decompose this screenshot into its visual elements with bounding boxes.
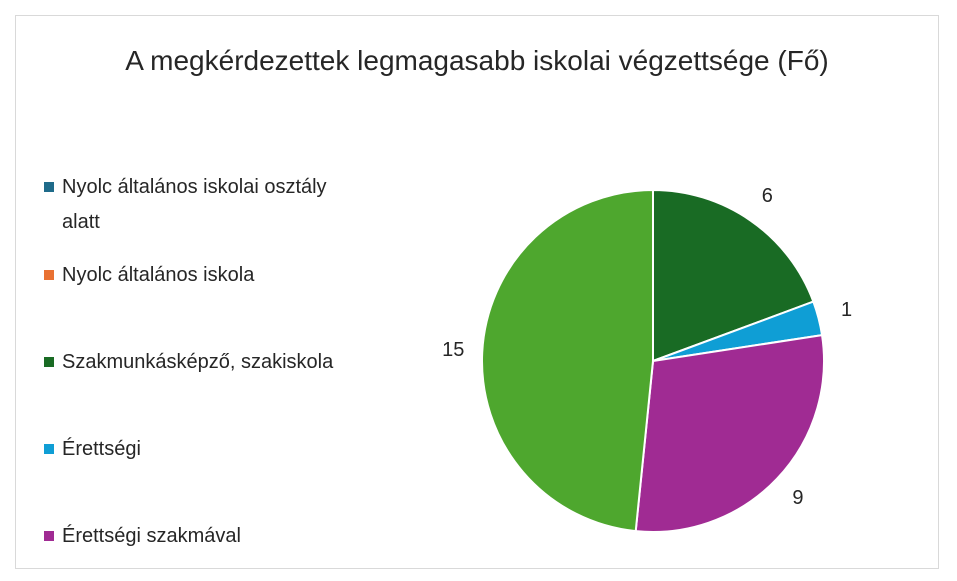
legend-label: Nyolc általános iskola [62, 264, 255, 286]
chart-title: A megkérdezettek legmagasabb iskolai vég… [125, 45, 829, 76]
data-label: 6 [762, 185, 773, 207]
pie-slice [481, 188, 654, 533]
legend-swatch [44, 182, 54, 192]
legend-label: Érettségi [62, 438, 141, 460]
legend-swatch [44, 270, 54, 280]
legend-item: Nyolc általános iskola [44, 258, 344, 293]
legend-swatch [44, 531, 54, 541]
data-label: 15 [442, 339, 464, 361]
data-label: 9 [792, 487, 803, 509]
legend-label: Nyolc általános iskolai osztály alatt [62, 176, 327, 233]
legend-swatch [44, 444, 54, 454]
chart-frame [15, 15, 939, 569]
legend-label: Érettségi szakmával [62, 525, 241, 547]
legend-label: Szakmunkásképző, szakiskola [62, 351, 334, 373]
legend-item: Érettségi [44, 432, 344, 467]
legend-swatch [44, 357, 54, 367]
legend-item: Érettségi szakmával [44, 519, 344, 554]
data-label: 1 [841, 299, 852, 321]
legend-item: Szakmunkásképző, szakiskola [44, 345, 344, 380]
pie-slice [634, 333, 825, 533]
legend-item: Nyolc általános iskolai osztály alatt [44, 170, 344, 240]
pie-slice [652, 188, 815, 363]
